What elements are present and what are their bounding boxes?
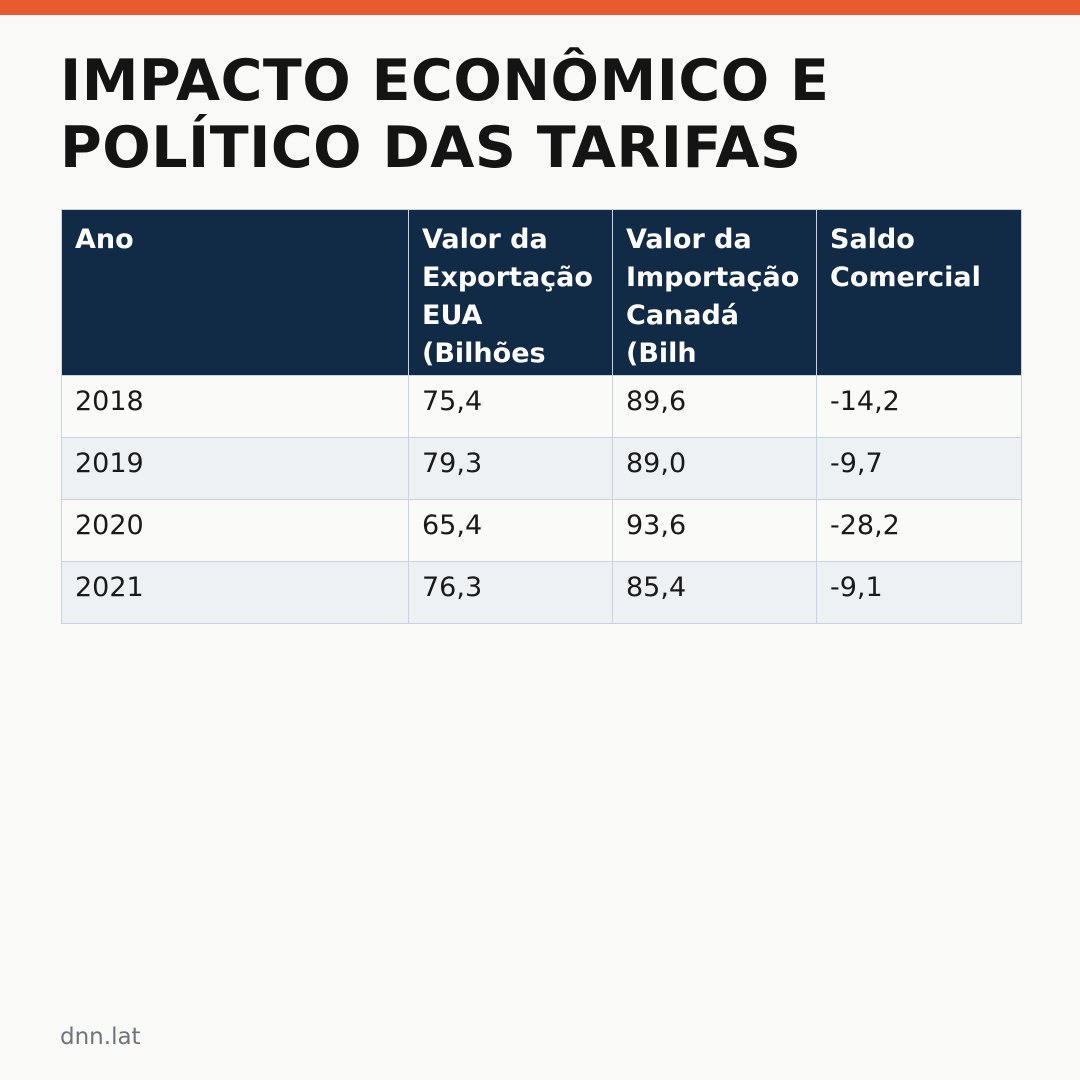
cell-trade-balance: -28,2 — [816, 499, 1022, 562]
cell-trade-balance: -9,1 — [816, 561, 1022, 624]
table-row: 2019 79,3 89,0 -9,7 — [61, 437, 1022, 500]
cell-canada-import: 89,0 — [612, 437, 817, 500]
table-row: 2021 76,3 85,4 -9,1 — [61, 561, 1022, 624]
cell-us-export: 65,4 — [408, 499, 613, 562]
trade-table: Ano Valor da Exportação EUA (Bilhões Val… — [61, 209, 1022, 624]
cell-year: 2019 — [61, 437, 409, 500]
column-header-label: Saldo Comercial — [830, 224, 981, 293]
column-header-trade-balance: Saldo Comercial — [816, 209, 1022, 376]
cell-canada-import: 89,6 — [612, 375, 817, 438]
cell-trade-balance: -9,7 — [816, 437, 1022, 500]
cell-us-export: 76,3 — [408, 561, 613, 624]
cell-year: 2021 — [61, 561, 409, 624]
table-row: 2018 75,4 89,6 -14,2 — [61, 375, 1022, 438]
column-header-label: Valor da Exportação EUA (Bilhões — [422, 224, 593, 369]
cell-year: 2020 — [61, 499, 409, 562]
table-row: 2020 65,4 93,6 -28,2 — [61, 499, 1022, 562]
cell-us-export: 75,4 — [408, 375, 613, 438]
cell-canada-import: 85,4 — [612, 561, 817, 624]
column-header-us-export: Valor da Exportação EUA (Bilhões — [408, 209, 613, 376]
column-header-canada-import: Valor da Importação Canadá (Bilh — [612, 209, 817, 376]
column-header-label: Valor da Importação Canadá (Bilh — [626, 224, 800, 369]
source-credit: dnn.lat — [60, 1024, 141, 1050]
accent-bar — [0, 0, 1080, 15]
table-header-row: Ano Valor da Exportação EUA (Bilhões Val… — [61, 209, 1022, 376]
page-title: IMPACTO ECONÔMICO E POLÍTICO DAS TARIFAS — [60, 48, 830, 181]
cell-year: 2018 — [61, 375, 409, 438]
column-header-label: Ano — [75, 224, 134, 255]
cell-us-export: 79,3 — [408, 437, 613, 500]
cell-canada-import: 93,6 — [612, 499, 817, 562]
column-header-year: Ano — [61, 209, 409, 376]
cell-trade-balance: -14,2 — [816, 375, 1022, 438]
